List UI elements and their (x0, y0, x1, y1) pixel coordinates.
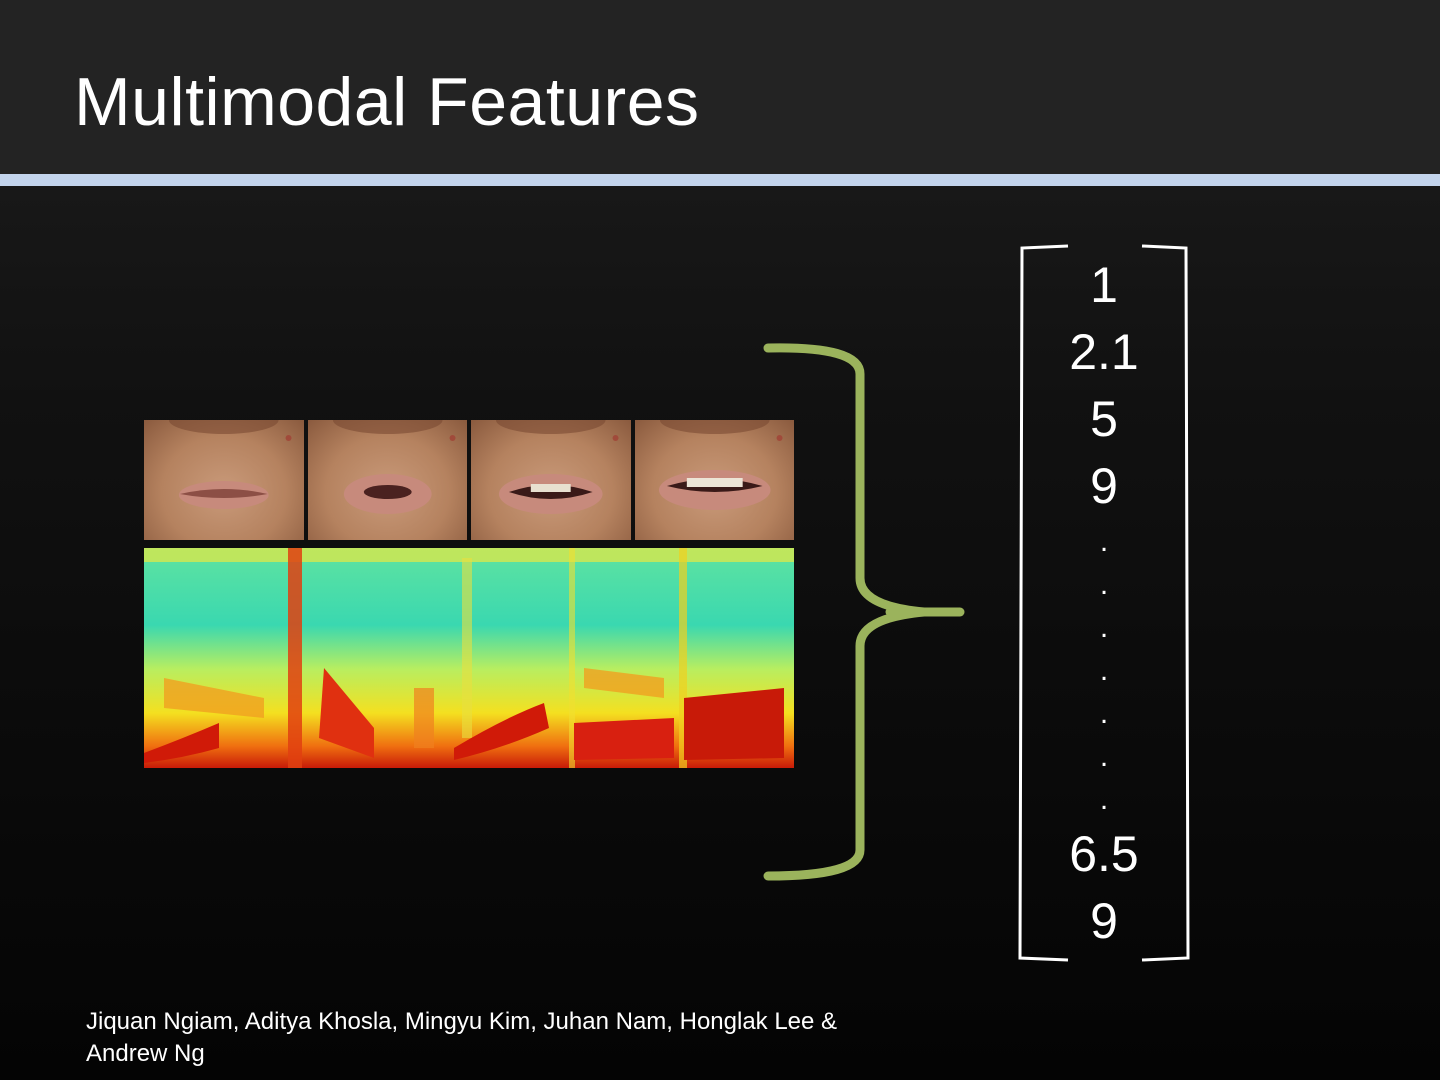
vector-value: 2.1 (1069, 324, 1139, 380)
vector-value: 1 (1090, 257, 1118, 313)
grouping-brace (763, 343, 965, 881)
vector-ellipsis-dot: . (1099, 783, 1109, 816)
vector-bracket (1018, 244, 1190, 962)
slide-title: Multimodal Features (74, 64, 700, 140)
vector-ellipsis-dot: . (1099, 697, 1109, 730)
vector-ellipsis-dot: . (1099, 654, 1109, 687)
author-credits: Jiquan Ngiam, Aditya Khosla, Mingyu Kim,… (86, 1006, 966, 1070)
lip-frames (144, 420, 794, 540)
title-bar: Multimodal Features (0, 0, 1440, 174)
accent-divider (0, 174, 1440, 186)
lip-frame-4 (634, 420, 794, 540)
vector-ellipsis-dot: . (1099, 740, 1109, 773)
vector-value: 6.5 (1069, 826, 1139, 882)
lip-frame-3 (471, 420, 631, 540)
vector-ellipsis-dot: . (1099, 611, 1109, 644)
vector-value: 9 (1090, 458, 1118, 514)
lip-frame-2 (307, 420, 467, 540)
author-line-1: Jiquan Ngiam, Aditya Khosla, Mingyu Kim,… (86, 1008, 838, 1035)
vector-value: 5 (1090, 391, 1118, 447)
vector-value: 9 (1090, 893, 1118, 949)
author-line-2: Andrew Ng (86, 1040, 205, 1067)
audio-spectrogram (144, 548, 794, 768)
vector-ellipsis-dot: . (1099, 568, 1109, 601)
vector-ellipsis-dot: . (1099, 525, 1109, 558)
feature-vector: 1 2.1 5 9 . . . . . . . 6.5 9 (1020, 252, 1188, 955)
lip-frame-1 (144, 420, 304, 540)
